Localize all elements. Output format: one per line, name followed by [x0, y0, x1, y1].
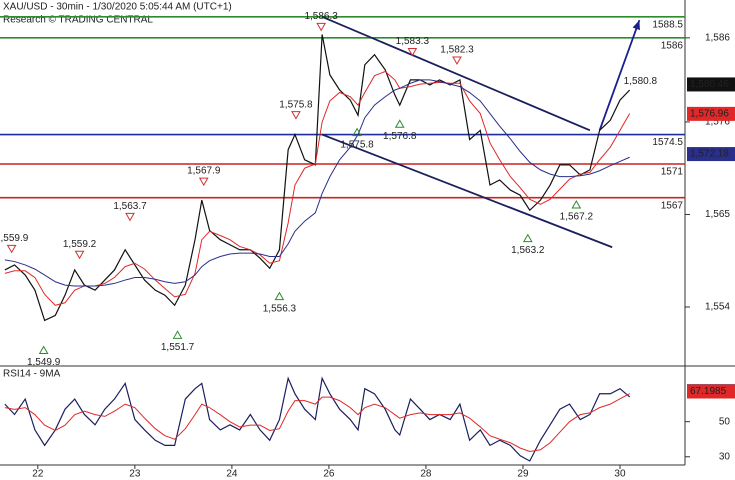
chart-subtitle: Research © TRADING CENTRAL [3, 15, 153, 26]
annotation-label: 1,556.3 [263, 303, 297, 314]
annotation-label: 1,559.9 [0, 233, 29, 244]
y-tick-label: 1,586 [705, 32, 730, 43]
low-marker [571, 199, 582, 209]
last-value-label: 1,576.96 [690, 109, 729, 120]
last-value-label: 1,572.18 [690, 149, 729, 160]
high-marker [6, 244, 17, 254]
arrow-head [632, 20, 640, 31]
annotation-label: 1,559.2 [63, 239, 97, 250]
last-value-box [687, 77, 735, 92]
low-marker [172, 330, 183, 339]
last-value-label: 67.1985 [690, 386, 727, 397]
annotation-label: 1,582.3 [440, 45, 474, 56]
annotation-label: 1,551.7 [161, 342, 195, 353]
last-value-box [687, 106, 735, 121]
high-marker [316, 22, 327, 32]
series-line [4, 79, 630, 287]
high-marker [125, 212, 135, 222]
trend-line [321, 133, 613, 249]
x-tick-label: 24 [226, 469, 238, 480]
annotation-label: 1,563.2 [511, 245, 545, 256]
annotation-label: 1,575.8 [340, 139, 374, 150]
y-tick-label: 50 [719, 416, 731, 427]
trend-line [598, 19, 641, 131]
low-marker [38, 345, 49, 354]
level-label: 1571 [661, 167, 684, 178]
low-marker [522, 233, 533, 243]
high-marker [291, 111, 301, 120]
last-value-label: 1,580.46 [690, 79, 729, 90]
level-label: 1586 [661, 40, 684, 51]
y-tick-label: 1,565 [705, 209, 730, 220]
series-line [4, 376, 631, 462]
last-value-box [687, 384, 735, 399]
level-label: 1574.5 [652, 137, 683, 148]
annotation-label: 1,583.3 [396, 36, 430, 47]
x-tick-label: 29 [517, 469, 529, 480]
low-marker [352, 127, 362, 137]
level-label: 1588.5 [652, 19, 683, 30]
last-value-box [687, 147, 735, 162]
x-tick-label: 26 [323, 469, 335, 480]
x-tick-label: 30 [614, 469, 626, 480]
x-tick-label: 28 [420, 469, 432, 480]
x-tick-label: 23 [129, 469, 141, 480]
annotation-label: 1,549.9 [27, 357, 61, 368]
high-marker [407, 48, 418, 57]
series-line [4, 393, 630, 453]
y-tick-label: 1,554 [705, 302, 730, 313]
y-tick-label: 30 [719, 451, 731, 462]
annotation-label: 1,567.9 [187, 166, 221, 177]
annotation-label: 1,576.8 [383, 131, 417, 142]
series-line [4, 70, 631, 306]
chart-title: XAU/USD - 30min - 1/30/2020 5:05:44 AM (… [3, 2, 232, 13]
low-marker [274, 291, 285, 301]
x-tick-label: 22 [32, 469, 44, 480]
high-marker [198, 177, 209, 187]
panel-title: RSI14 - 9MA [3, 369, 61, 380]
low-marker [394, 119, 405, 128]
annotation-label: 1,567.2 [560, 212, 594, 223]
y-tick-label: 1,576 [705, 117, 730, 128]
high-marker [452, 56, 462, 65]
trend-line [321, 15, 591, 132]
high-marker [74, 250, 85, 260]
annotation-label: 1,563.7 [113, 201, 147, 212]
level-label: 1567 [661, 200, 684, 211]
annotation-label: 1,586.3 [304, 11, 338, 22]
annotation-label: 1,580.8 [624, 76, 658, 87]
annotation-label: 1,575.8 [279, 99, 313, 110]
series-line [4, 34, 631, 322]
